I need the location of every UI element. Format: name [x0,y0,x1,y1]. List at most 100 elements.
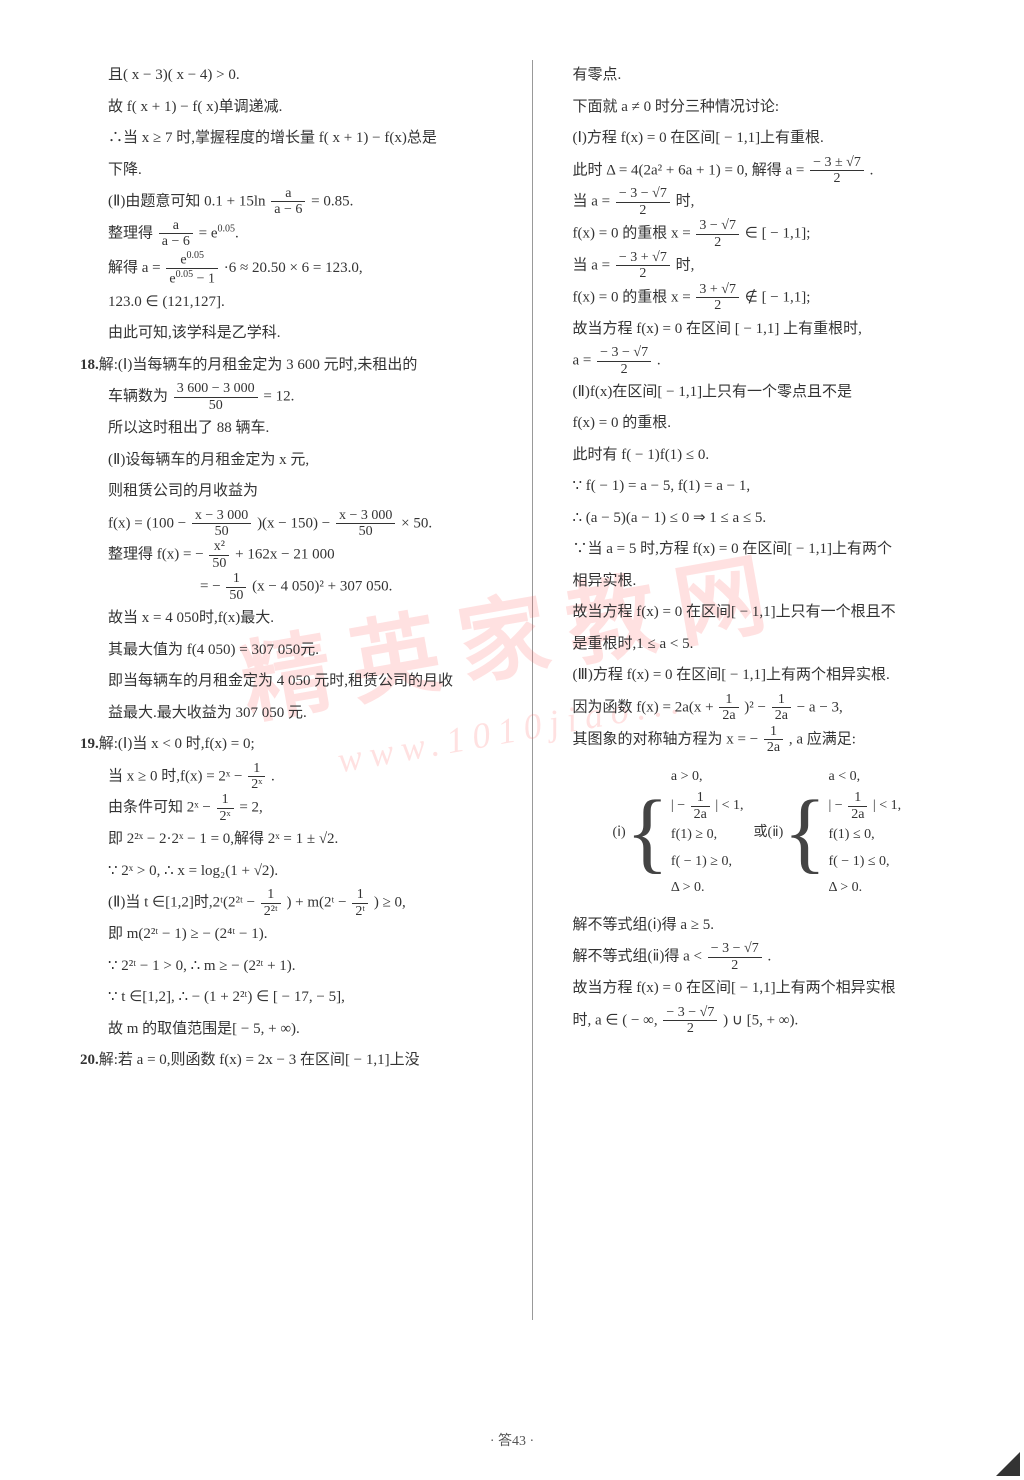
text: (Ⅱ)由题意可知 0.1 + 15ln [108,193,266,209]
text-line: 即 2²ˣ − 2·2ˣ − 1 = 0,解得 2ˣ = 1 ± √2. [80,824,492,856]
fraction: 12a [719,692,738,724]
text-line: 即 m(2²ᵗ − 1) ≥ − (2⁴ᵗ − 1). [80,919,492,951]
fraction: 12a [764,724,783,756]
text: 当 a = [573,194,611,210]
fraction: − 3 − √72 [663,1005,717,1037]
numerator: 1 [226,571,246,587]
denominator: 2 [663,1021,717,1036]
text: a = [573,352,592,368]
text-line: ∴ (a − 5)(a − 1) ≤ 0 ⇒ 1 ≤ a ≤ 5. [573,503,985,535]
denominator: e0.05 − 1 [166,269,218,287]
text-line: 此时 Δ = 4(2a² + 6a + 1) = 0, 解得 a = − 3 ±… [573,155,985,187]
text-line: = − 150 (x − 4 050)² + 307 050. [80,571,492,603]
text: )² − [744,699,766,715]
denominator: 50 [174,398,258,413]
text: . [657,352,661,368]
text: (x − 4 050)² + 307 050. [252,579,392,595]
denominator: 2a [764,740,783,755]
fraction: e0.05 e0.05 − 1 [166,250,218,287]
text: ) ≥ 0, [374,895,406,911]
system-ii: { a < 0, | − 12a | < 1, f(1) ≤ 0, f( − 1… [783,764,901,902]
denominator: 2ˣ [248,777,265,792]
numerator: − 3 − √7 [597,345,651,361]
text: f(x) = 0 的重根 x = [573,289,691,305]
system-items: a < 0, | − 12a | < 1, f(1) ≤ 0, f( − 1) … [828,764,901,902]
text: 整理得 f(x) = − [108,547,204,563]
text: 当 x ≥ 0 时,f(x) = 2ˣ − [108,768,242,784]
text: = e [199,225,218,241]
text-line: ∵ 2²ᵗ − 1 > 0, ∴ m ≥ − (2²ᵗ + 1). [80,951,492,983]
denominator: 2a [719,708,738,723]
text-line: (Ⅰ)方程 f(x) = 0 在区间[ − 1,1]上有重根. [573,123,985,155]
sys-row: f(1) ≥ 0, [671,822,744,849]
denominator: 50 [336,524,395,539]
text-line: 因为函数 f(x) = 2a(x + 12a )² − 12a − a − 3, [573,692,985,724]
fraction: 150 [226,571,246,603]
fraction: 12ˣ [248,761,265,793]
sys-row: Δ > 0. [671,875,744,902]
text: f(x) = 0 的重根 x = [573,225,691,241]
text-line: ∵ 2ˣ > 0, ∴ x = log₂(1 + √2). [80,856,492,888]
fraction: 12²ᵗ [261,887,281,919]
text-line: 当 a = − 3 − √72 时, [573,186,985,218]
text-line: 解不等式组(ⅰ)得 a ≥ 5. [573,910,985,942]
left-brace-icon: { [626,792,669,873]
text: . [271,768,275,784]
denominator: 2 [708,958,762,973]
text-line: 且( x − 3)( x − 4) > 0. [80,60,492,92]
q-number: 20. [80,1052,99,1068]
equation-system: (ⅰ) { a > 0, | − 12a | < 1, f(1) ≥ 0, f(… [613,764,985,902]
text: 车辆数为 [108,389,168,405]
text: = 2, [239,800,262,816]
denominator: 2 [616,266,670,281]
q-number: 18. [80,357,99,373]
sys-row: a > 0, [671,764,744,791]
text: 时, [676,257,695,273]
fraction: x − 3 00050 [192,508,251,540]
text-line: a = − 3 − √72 . [573,345,985,377]
text-line: ∵当 a = 5 时,方程 f(x) = 0 在区间[ − 1,1]上有两个 [573,534,985,566]
fraction: 3 − √72 [696,218,739,250]
system-label-or: 或(ⅱ) [754,818,784,847]
denominator: 2 [597,362,651,377]
fraction: − 3 − √72 [616,186,670,218]
fraction: x − 3 00050 [336,508,395,540]
left-column: 且( x − 3)( x − 4) > 0. 故 f( x + 1) − f( … [80,60,492,1320]
fraction: 3 + √72 [696,282,739,314]
text-line: f(x) = 0 的重根 x = 3 − √72 ∈ [ − 1,1]; [573,218,985,250]
numerator: 3 − √7 [696,218,739,234]
denominator: 2²ᵗ [261,904,281,919]
sys-row: Δ > 0. [828,875,901,902]
corner-fold-icon [996,1452,1020,1476]
denominator: a − 6 [159,234,193,249]
text: )(x − 150) − [257,515,330,531]
denominator: 50 [226,588,246,603]
denominator: 2 [696,298,739,313]
text-line: 其最大值为 f(4 050) = 307 050元. [80,635,492,667]
sys-row: f( − 1) ≥ 0, [671,849,744,876]
text-line: 故当方程 f(x) = 0 在区间 [ − 1,1] 上有重根时, [573,314,985,346]
text-line: 相异实根. [573,566,985,598]
text: 由条件可知 2ˣ − [108,800,211,816]
text-line: 当 x ≥ 0 时,f(x) = 2ˣ − 12ˣ . [80,761,492,793]
numerator: 1 [248,761,265,777]
text: ∈ [ − 1,1]; [745,225,811,241]
text-line: 由条件可知 2ˣ − 12ˣ = 2, [80,792,492,824]
text: ) ∪ [5, + ∞). [723,1012,798,1028]
text-line: (Ⅱ)由题意可知 0.1 + 15ln aa − 6 = 0.85. [80,186,492,218]
denominator: a − 6 [271,202,305,217]
sys-row: | − 12a | < 1, [671,790,744,822]
text: 当 a = [573,257,611,273]
numerator: 1 [217,792,234,808]
denominator: 2 [696,235,739,250]
left-brace-icon: { [783,792,826,873]
text: 其图象的对称轴方程为 x = − [573,731,759,747]
denominator: 2 [616,203,670,218]
text-line: 有零点. [573,60,985,92]
denominator: 2ˣ [217,809,234,824]
denominator: 50 [192,524,251,539]
text: 此时 Δ = 4(2a² + 6a + 1) = 0, 解得 a = [573,162,805,178]
page-footer: · 答43 · [0,1430,1024,1450]
sys-row: f(1) ≤ 0, [828,822,901,849]
system-items: a > 0, | − 12a | < 1, f(1) ≥ 0, f( − 1) … [671,764,744,902]
